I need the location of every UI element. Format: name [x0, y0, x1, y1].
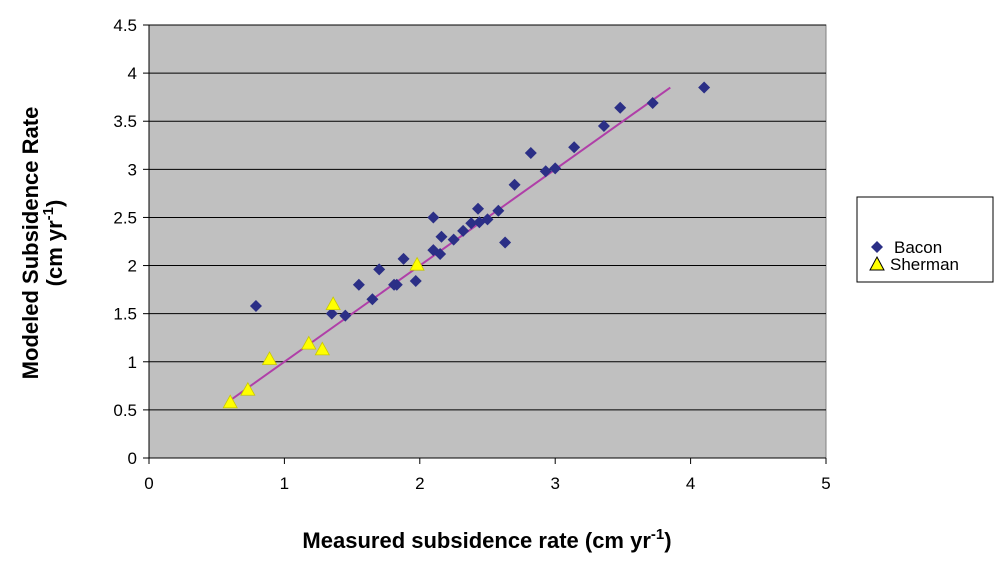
y-tick-label-7: 3.5: [113, 112, 137, 131]
x-axis-title-sup: -1: [651, 526, 664, 543]
bacon-point-2: [339, 309, 352, 322]
x-tick-label-1: 1: [280, 474, 289, 493]
bacon-point-5: [373, 263, 386, 276]
bacon-point-17: [472, 202, 485, 215]
y-tick-labels: 0 0.5 1 1.5 2 2.5 3 3.5 4 4.5: [113, 16, 137, 468]
axes: [143, 24, 827, 464]
legend-triangle-icon: [869, 255, 885, 271]
y-tick-label-0: 0: [128, 449, 137, 468]
bacon-point-3: [352, 278, 365, 291]
y-axis-title-line2-main: (cm yr: [42, 220, 67, 286]
bacon-point-21: [499, 236, 512, 249]
bacon-point-28: [614, 101, 627, 114]
grid-lines: [149, 24, 826, 411]
x-tick-labels: 0 1 2 3 4 5: [144, 474, 830, 493]
y-tick-label-6: 3: [128, 160, 137, 179]
bacon-point-0: [249, 299, 262, 312]
bacon-point-22: [508, 178, 521, 191]
y-axis-title-line2-close: ): [42, 200, 67, 207]
x-tick-label-0: 0: [144, 474, 153, 493]
bacon-point-9: [409, 274, 422, 287]
bacon-point-23: [524, 146, 537, 159]
bacon-point-26: [568, 141, 581, 154]
x-tick-label-5: 5: [821, 474, 830, 493]
y-tick-label-4: 2: [128, 257, 137, 276]
x-axis-title-main: Measured subsidence rate (cm yr: [302, 528, 651, 553]
x-tick-label-2: 2: [415, 474, 424, 493]
y-tick-label-5: 2.5: [113, 208, 137, 227]
sherman-point-4: [314, 341, 330, 356]
data-points: [222, 81, 711, 409]
legend: Bacon Sherman: [856, 196, 994, 283]
bacon-point-29: [646, 96, 659, 109]
y-tick-label-2: 1: [128, 353, 137, 372]
legend-label-bacon: Bacon: [894, 238, 942, 257]
y-axis-title-line2-sup: -1: [40, 207, 57, 220]
bacon-point-19: [481, 213, 494, 226]
y-tick-label-9: 4.5: [113, 16, 137, 35]
bacon-point-10: [427, 211, 440, 224]
x-axis-title-close: ): [664, 528, 671, 553]
bacon-point-12: [434, 248, 447, 261]
bacon-point-20: [492, 204, 505, 217]
x-axis-title: Measured subsidence rate (cm yr-1): [302, 526, 671, 553]
sherman-point-3: [301, 335, 317, 350]
bacon-point-30: [698, 81, 711, 94]
y-axis-title-line1: Modeled Subsidence Rate: [18, 107, 43, 380]
y-tick-label-1: 0.5: [113, 401, 137, 420]
y-tick-label-3: 1.5: [113, 305, 137, 324]
sherman-point-6: [409, 256, 425, 271]
bacon-point-27: [597, 120, 610, 133]
sherman-point-0: [222, 394, 238, 409]
plot-area: [148, 24, 827, 459]
bacon-point-24: [539, 165, 552, 178]
sherman-point-5: [325, 296, 341, 311]
x-tick-label-4: 4: [686, 474, 695, 493]
bacon-point-14: [447, 233, 460, 246]
bacon-point-1: [325, 307, 338, 320]
y-tick-label-8: 4: [128, 64, 137, 83]
bacon-point-15: [457, 224, 470, 237]
bacon-point-8: [397, 252, 410, 265]
bacon-point-25: [549, 162, 562, 175]
bacon-point-4: [366, 293, 379, 306]
x-tick-label-3: 3: [550, 474, 559, 493]
sherman-point-1: [240, 381, 256, 396]
legend-label-sherman: Sherman: [890, 255, 959, 274]
legend-diamond-icon: [871, 241, 883, 253]
y-axis-title-line2: (cm yr-1): [40, 200, 67, 287]
sherman-point-2: [261, 351, 278, 365]
bacon-point-16: [465, 217, 478, 230]
bacon-point-7: [390, 278, 403, 291]
bacon-point-13: [435, 230, 448, 243]
